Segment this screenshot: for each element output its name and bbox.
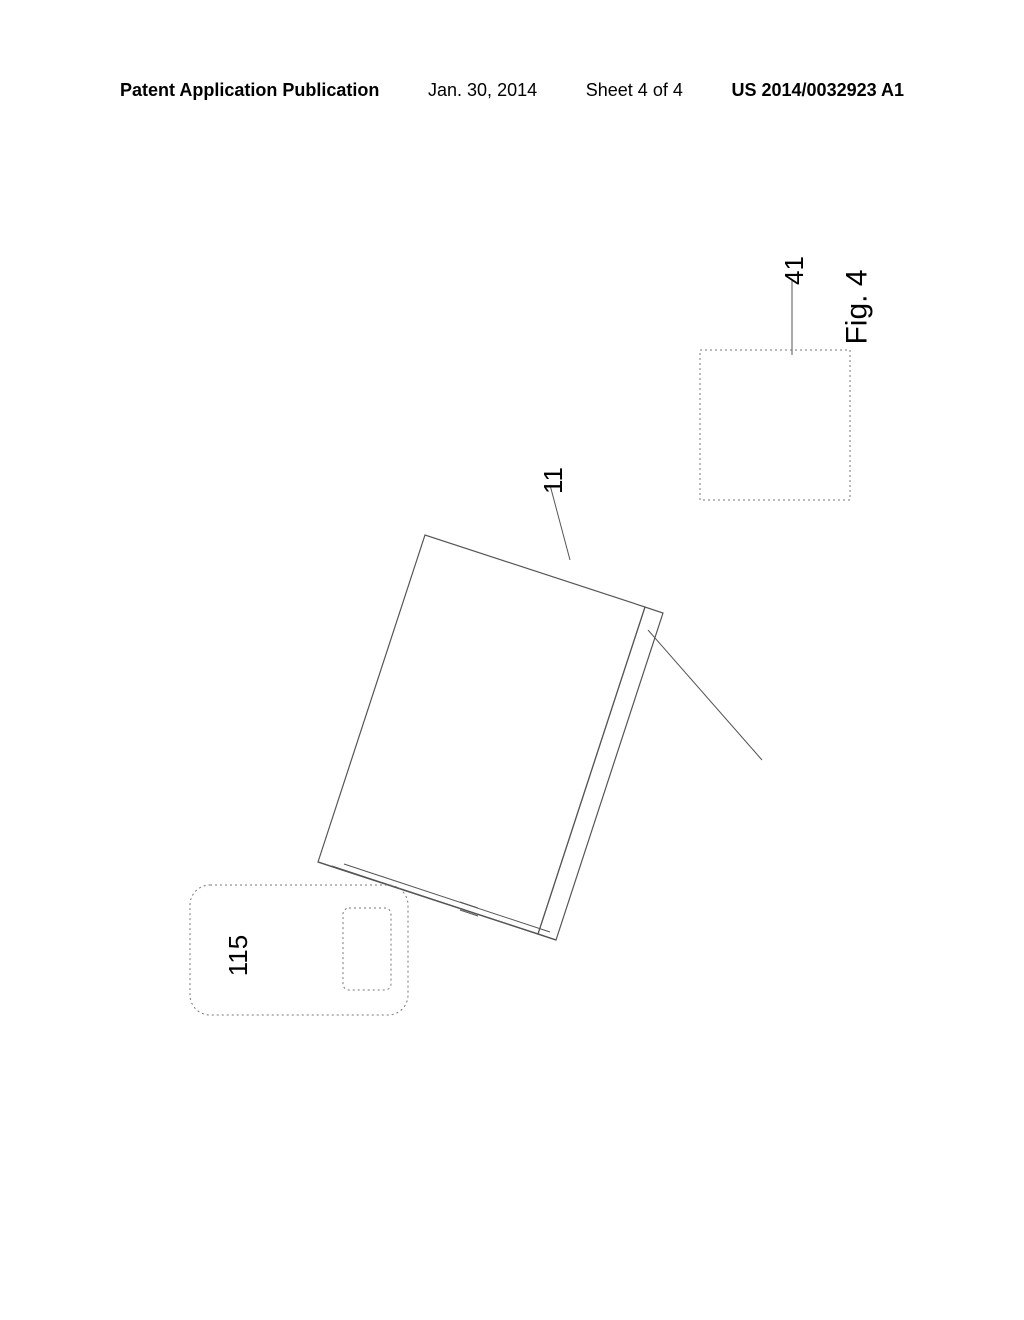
publication-date: Jan. 30, 2014 (428, 80, 537, 101)
component-115-icon (185, 880, 425, 1040)
page-header: Patent Application Publication Jan. 30, … (0, 80, 1024, 101)
component-41-icon (695, 345, 865, 515)
label-115: 115 (223, 935, 254, 976)
sheet-number: Sheet 4 of 4 (586, 80, 683, 101)
label-11: 11 (538, 467, 569, 494)
label-41: 41 (779, 256, 810, 285)
publication-number: US 2014/0032923 A1 (732, 80, 904, 101)
figure-label: Fig. 4 (841, 269, 875, 344)
figure-area: 11 41 115 Fig. 4 (100, 200, 924, 1200)
publication-type: Patent Application Publication (120, 80, 379, 101)
